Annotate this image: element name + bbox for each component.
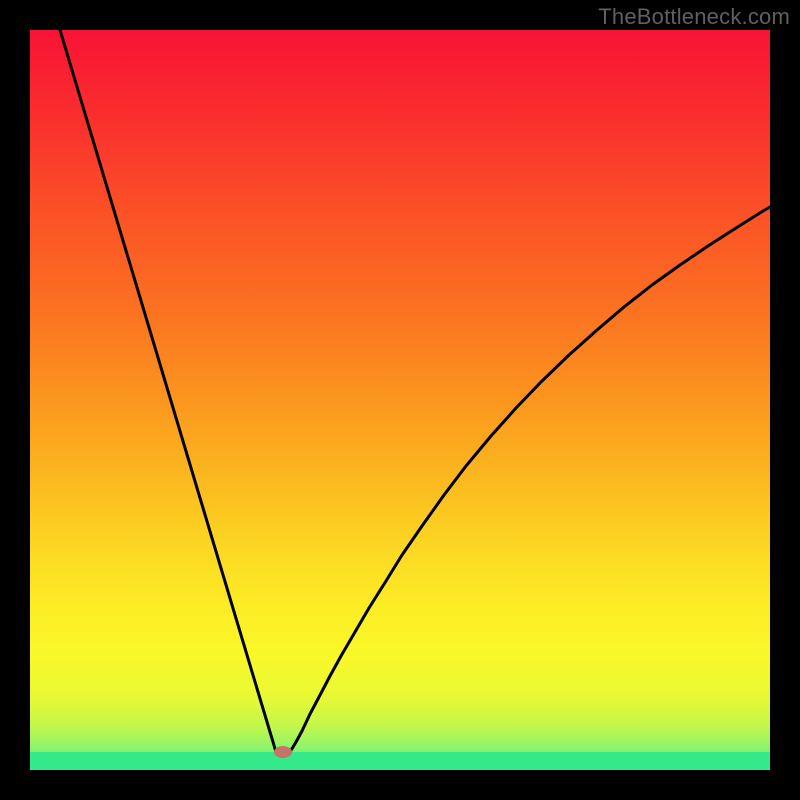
chart-container: TheBottleneck.com xyxy=(0,0,800,800)
bottleneck-chart xyxy=(0,0,800,800)
plot-bottom-band xyxy=(30,752,770,770)
plot-background-gradient xyxy=(30,30,770,770)
watermark-label: TheBottleneck.com xyxy=(598,4,790,30)
curve-trough-marker xyxy=(274,746,292,758)
